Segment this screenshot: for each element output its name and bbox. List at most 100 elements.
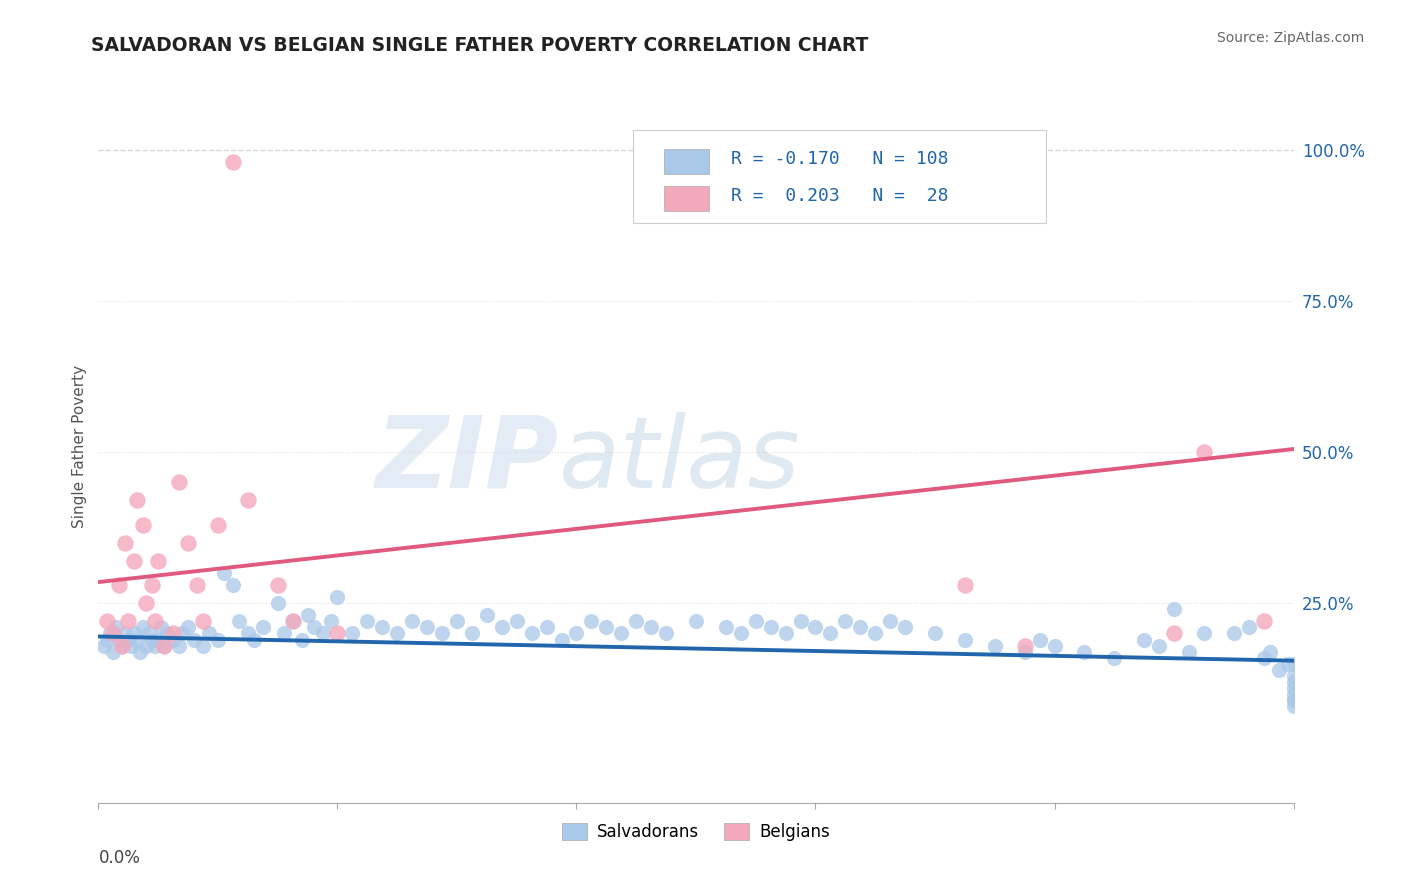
Point — [745, 615, 768, 629]
Point — [520, 626, 543, 640]
Point — [143, 639, 166, 653]
Point — [162, 626, 184, 640]
Point — [191, 615, 214, 629]
Point — [114, 626, 136, 640]
Point — [222, 154, 245, 169]
Point — [685, 615, 707, 629]
Point — [1178, 645, 1201, 659]
Point — [1192, 626, 1215, 640]
Point — [804, 620, 827, 634]
Point — [1282, 681, 1305, 695]
Point — [153, 639, 176, 653]
Point — [124, 554, 146, 568]
Point — [172, 626, 194, 640]
Point — [655, 626, 678, 640]
Point — [132, 517, 155, 532]
Point — [865, 626, 887, 640]
Point — [475, 608, 498, 623]
Point — [267, 578, 290, 592]
Point — [273, 626, 295, 640]
Point — [1282, 669, 1305, 683]
Point — [565, 626, 588, 640]
Point — [124, 626, 146, 640]
Point — [120, 639, 142, 653]
Point — [953, 578, 976, 592]
Text: R = -0.170   N = 108: R = -0.170 N = 108 — [731, 150, 948, 168]
Point — [1282, 687, 1305, 701]
Point — [849, 620, 872, 634]
Point — [191, 639, 214, 653]
Point — [626, 615, 648, 629]
Point — [177, 620, 200, 634]
Point — [132, 620, 155, 634]
Point — [550, 632, 572, 647]
Text: 0.0%: 0.0% — [98, 849, 141, 867]
Text: atlas: atlas — [558, 412, 800, 508]
Text: ZIP: ZIP — [375, 412, 558, 508]
Point — [228, 615, 250, 629]
Point — [148, 554, 170, 568]
Point — [595, 620, 617, 634]
Point — [1073, 645, 1095, 659]
Point — [141, 632, 163, 647]
Point — [212, 566, 235, 580]
Point — [150, 620, 173, 634]
Point — [117, 632, 139, 647]
Point — [1104, 650, 1126, 665]
Point — [1253, 615, 1275, 629]
Point — [1028, 632, 1050, 647]
Point — [446, 615, 468, 629]
Point — [138, 626, 160, 640]
Point — [236, 626, 259, 640]
Point — [103, 626, 125, 640]
Point — [385, 626, 409, 640]
Point — [1237, 620, 1260, 634]
Point — [236, 493, 259, 508]
Point — [93, 639, 115, 653]
Point — [834, 615, 856, 629]
Point — [114, 535, 136, 549]
Point — [371, 620, 394, 634]
Point — [148, 632, 170, 647]
Point — [222, 578, 245, 592]
Point — [1223, 626, 1246, 640]
Point — [156, 626, 179, 640]
Point — [281, 615, 304, 629]
Point — [177, 535, 200, 549]
Point — [401, 615, 423, 629]
Point — [183, 632, 205, 647]
Point — [96, 615, 118, 629]
Point — [461, 626, 484, 640]
Point — [775, 626, 797, 640]
Point — [326, 626, 349, 640]
Point — [1267, 663, 1289, 677]
Point — [1282, 699, 1305, 714]
Point — [186, 578, 208, 592]
Y-axis label: Single Father Poverty: Single Father Poverty — [72, 365, 87, 527]
Point — [506, 615, 529, 629]
Point — [610, 626, 633, 640]
Point — [117, 615, 139, 629]
Point — [98, 626, 122, 640]
Point — [1133, 632, 1156, 647]
Point — [356, 615, 378, 629]
Point — [640, 620, 662, 634]
Point — [111, 639, 134, 653]
Point — [198, 626, 221, 640]
Point — [135, 596, 157, 610]
Point — [789, 615, 811, 629]
FancyBboxPatch shape — [664, 186, 709, 211]
Point — [759, 620, 782, 634]
Point — [302, 620, 325, 634]
Point — [491, 620, 513, 634]
FancyBboxPatch shape — [633, 130, 1046, 223]
Point — [103, 645, 125, 659]
Text: SALVADORAN VS BELGIAN SINGLE FATHER POVERTY CORRELATION CHART: SALVADORAN VS BELGIAN SINGLE FATHER POVE… — [91, 36, 869, 54]
Point — [581, 615, 603, 629]
Point — [281, 615, 304, 629]
Point — [1282, 693, 1305, 707]
Point — [924, 626, 946, 640]
Point — [207, 517, 229, 532]
Point — [111, 639, 134, 653]
Point — [105, 620, 128, 634]
